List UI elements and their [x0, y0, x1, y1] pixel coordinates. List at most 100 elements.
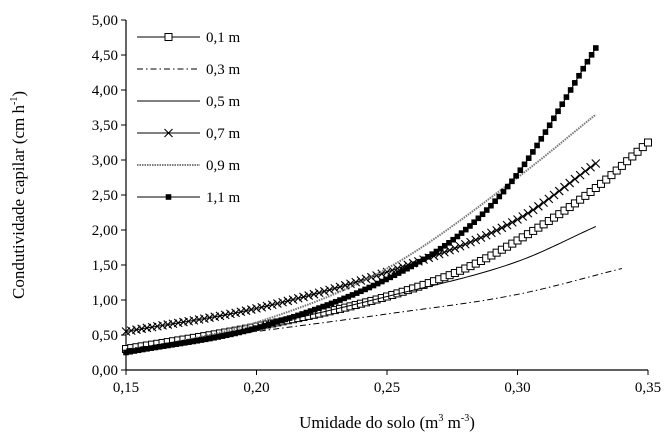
filled-square-marker: [555, 108, 561, 115]
filled-square-marker: [270, 320, 276, 327]
y-tick-label: 3,50: [92, 118, 118, 134]
cross-marker: [126, 326, 136, 335]
cross-marker: [252, 304, 261, 313]
filled-square-marker: [479, 211, 486, 218]
cross-marker: [283, 296, 293, 306]
filled-square-marker: [349, 292, 356, 298]
filled-square-marker: [341, 295, 347, 302]
open-square-marker: [644, 138, 652, 147]
x-ticks: 0,15 0,20 0,25 0,30 0,35: [113, 370, 661, 396]
filled-square-marker: [395, 270, 402, 276]
x-axis-title: Umidade do solo (m3 m-3): [299, 413, 475, 432]
filled-square-marker: [135, 347, 142, 354]
legend: 0,1 m 0,3 m 0,5 m 0,7 m 0,9 m 1,1 m: [137, 30, 241, 206]
y-tick-label: 5,00: [92, 13, 118, 29]
legend-label: 1,1 m: [206, 190, 241, 206]
filled-square-marker: [194, 337, 201, 344]
filled-square-marker: [316, 305, 322, 311]
filled-square-marker: [320, 303, 326, 310]
filled-square-marker: [584, 58, 591, 65]
filled-square-marker: [232, 330, 238, 337]
series-1-1-m: [123, 45, 599, 356]
series-0-5-m: [125, 226, 597, 351]
cross-marker: [319, 286, 329, 296]
filled-square-marker: [391, 272, 398, 279]
filled-square-marker: [177, 340, 184, 347]
open-square-marker: [623, 157, 632, 166]
filled-square-marker: [433, 248, 440, 255]
cross-marker: [346, 279, 355, 289]
filled-square-marker: [559, 101, 566, 108]
filled-square-marker: [131, 348, 138, 354]
filled-square-marker: [454, 233, 461, 240]
filled-square-marker: [219, 333, 226, 339]
filled-square-marker: [362, 286, 368, 293]
open-square-marker: [591, 184, 600, 192]
filled-square-marker: [337, 297, 343, 303]
cross-marker: [528, 205, 538, 215]
filled-square-marker: [441, 243, 448, 249]
legend-label: 0,5 m: [206, 94, 241, 110]
filled-square-marker: [530, 149, 536, 155]
y-axis-title: Condutividade capilar (cm h-1): [9, 91, 28, 299]
filled-square-marker: [400, 268, 406, 274]
legend-item: 0,7 m: [137, 126, 241, 142]
filled-square-marker: [165, 194, 172, 200]
filled-square-marker: [190, 338, 196, 345]
y-tick-label: 1,50: [92, 258, 118, 274]
filled-square-marker: [374, 280, 381, 287]
cross-marker: [220, 310, 230, 320]
filled-square-marker: [282, 316, 289, 323]
filled-square-marker: [345, 293, 352, 300]
filled-square-marker: [274, 319, 280, 325]
cross-marker: [492, 225, 502, 235]
cross-marker: [518, 212, 528, 221]
filled-square-marker: [240, 328, 247, 335]
cross-marker: [246, 305, 256, 314]
filled-square-marker: [261, 322, 268, 329]
filled-square-marker: [425, 253, 431, 260]
filled-square-marker: [534, 142, 540, 149]
cross-marker: [262, 301, 272, 311]
filled-square-marker: [211, 334, 217, 341]
filled-square-marker: [521, 161, 528, 168]
open-square-marker: [607, 171, 616, 180]
filled-square-marker: [148, 345, 154, 351]
legend-label: 0,1 m: [206, 30, 241, 46]
open-square-marker: [638, 143, 647, 152]
filled-square-marker: [353, 290, 360, 296]
cross-marker: [466, 237, 475, 247]
filled-square-marker: [236, 329, 243, 336]
filled-square-marker: [307, 308, 314, 314]
series-line: [125, 226, 597, 351]
filled-square-marker: [551, 115, 557, 122]
cross-marker: [497, 223, 507, 233]
filled-square-marker: [290, 313, 297, 320]
cross-marker: [481, 230, 491, 240]
filled-square-marker: [324, 302, 331, 308]
filled-square-marker: [496, 193, 503, 200]
filled-square-marker: [156, 344, 163, 350]
filled-square-marker: [160, 343, 167, 349]
open-square-marker: [633, 147, 642, 156]
filled-square-marker: [215, 334, 222, 340]
open-square-marker: [597, 179, 606, 188]
cross-marker: [314, 288, 324, 298]
filled-square-marker: [387, 274, 394, 281]
open-square-marker: [628, 152, 637, 161]
filled-square-marker: [295, 312, 301, 319]
cross-marker: [210, 312, 220, 322]
filled-square-marker: [446, 240, 452, 246]
cross-marker: [533, 201, 543, 211]
cross-marker: [580, 166, 590, 176]
cross-marker: [455, 241, 465, 251]
cross-marker: [215, 311, 225, 321]
cross-marker: [570, 174, 580, 184]
cross-marker: [476, 233, 486, 243]
open-square-marker: [602, 175, 611, 184]
filled-square-marker: [483, 207, 490, 213]
cross-marker: [278, 297, 287, 307]
cross-marker: [539, 198, 548, 208]
series-0-7-m: [121, 159, 601, 336]
filled-square-marker: [265, 321, 272, 328]
